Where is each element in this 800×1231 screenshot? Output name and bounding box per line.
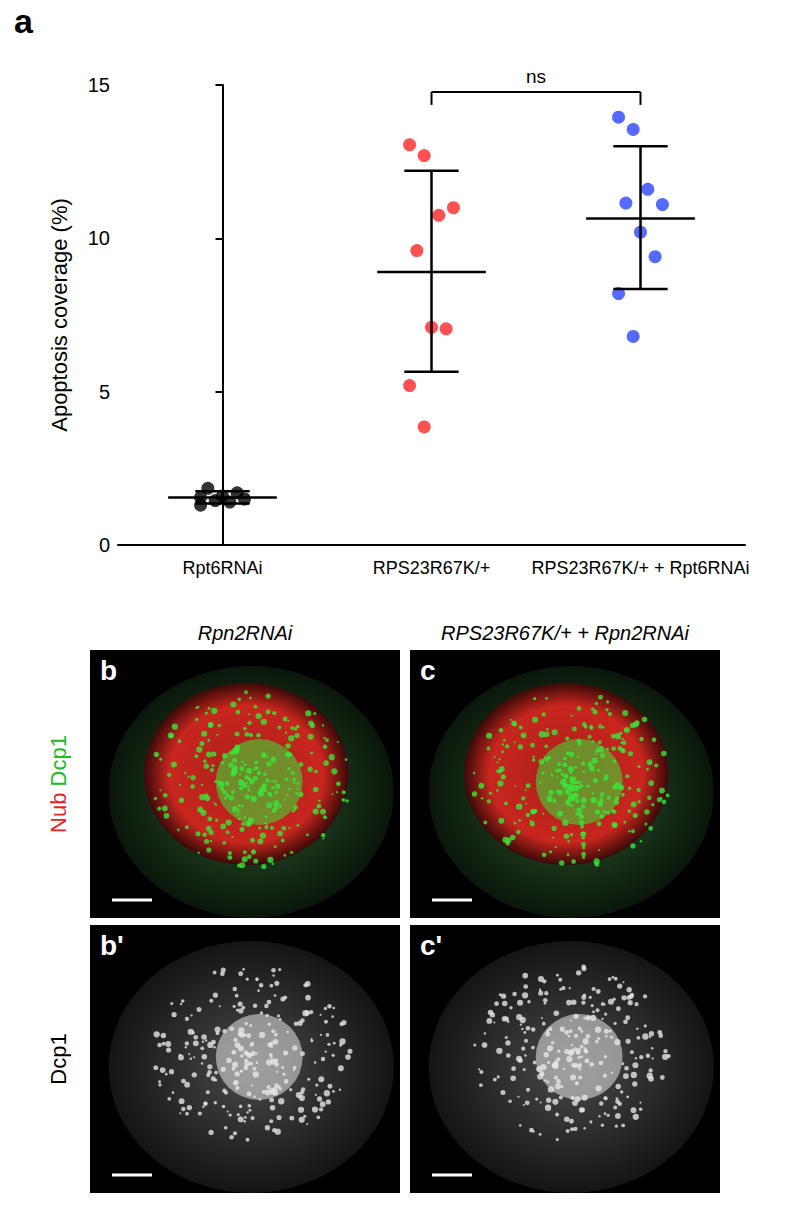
svg-text:ns: ns [526,66,546,87]
svg-text:RPS23R67K/+: RPS23R67K/+ [373,558,491,578]
svg-text:RPS23R67K/+ + Rpt6RNAi: RPS23R67K/+ + Rpt6RNAi [531,558,749,578]
svg-text:Apoptosis coverage (%): Apoptosis coverage (%) [47,198,72,432]
svg-text:0: 0 [99,534,110,556]
html-text:a: a [14,2,33,40]
svg-text:b': b' [100,930,124,961]
svg-text:10: 10 [88,227,110,249]
svg-text:5: 5 [99,381,110,403]
svg-text:Rpt6RNAi: Rpt6RNAi [182,558,262,578]
svg-text:RPS23R67K/+ + Rpn2RNAi: RPS23R67K/+ + Rpn2RNAi [441,622,689,644]
svg-text:Rpn2RNAi: Rpn2RNAi [198,622,293,644]
svg-text:Dcp1: Dcp1 [46,1033,71,1084]
svg-text:c: c [420,655,436,686]
svg-text:b: b [100,655,117,686]
svg-text:Nub Dcp1: Nub Dcp1 [46,735,71,833]
svg-text:c': c' [420,930,442,961]
svg-text:15: 15 [88,74,110,96]
